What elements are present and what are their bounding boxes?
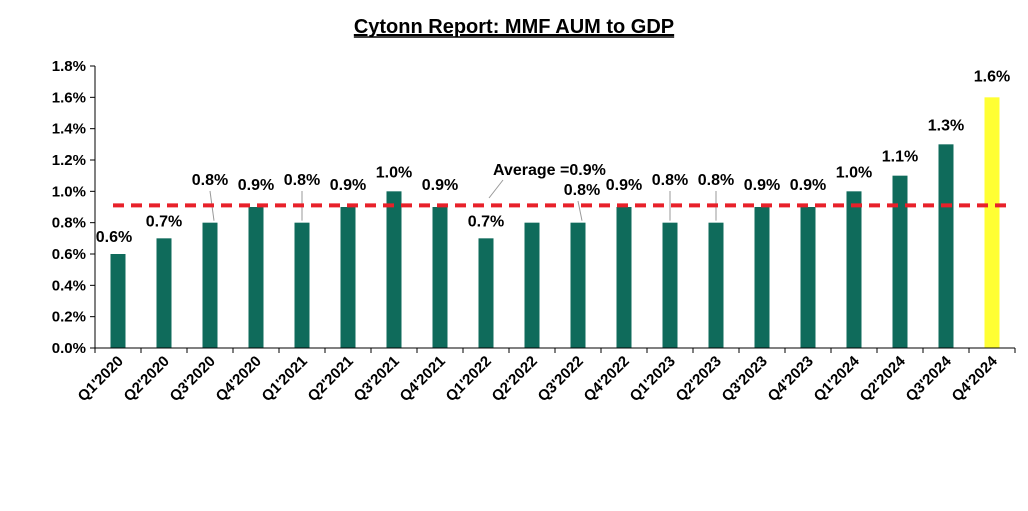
average-leader-line — [488, 179, 504, 199]
x-tick-label: Q4'2023 — [765, 353, 817, 405]
y-axis-ticks: 0.0% 0.2% 0.4% 0.6% 0.8% 1.0% 1.2% 1.4% 1.6% 1.8% — [52, 58, 95, 357]
data-label: 0.8% — [284, 172, 320, 189]
bar — [248, 207, 264, 348]
y-tick-label: 1.2% — [52, 152, 86, 169]
bar — [478, 238, 494, 348]
average-line-group: Average =0.9% — [113, 162, 1013, 208]
y-tick-label: 1.8% — [52, 58, 86, 75]
bar — [708, 222, 724, 348]
x-tick-label: Q1'2023 — [627, 353, 679, 405]
data-label: 0.9% — [422, 177, 458, 194]
bar — [340, 207, 356, 348]
average-label: Average =0.9% — [493, 162, 606, 179]
x-tick-label: Q2'2020 — [121, 353, 173, 405]
data-label: 0.9% — [238, 177, 274, 194]
data-label: 0.7% — [146, 213, 182, 230]
bars — [110, 97, 1000, 348]
data-label: 1.1% — [882, 149, 918, 166]
x-tick-label: Q4'2022 — [581, 353, 633, 405]
x-tick-label: Q2'2022 — [489, 353, 541, 405]
data-label: 0.9% — [744, 177, 780, 194]
chart-title: Cytonn Report: MMF AUM to GDP — [354, 16, 674, 38]
y-tick-label: 0.4% — [52, 277, 86, 294]
x-tick-label: Q1'2020 — [75, 353, 127, 405]
data-label: 1.6% — [974, 68, 1010, 85]
bar — [938, 144, 954, 348]
data-label: 0.8% — [192, 172, 228, 189]
data-label: 0.7% — [468, 213, 504, 230]
y-tick-label: 0.8% — [52, 215, 86, 232]
bar — [294, 222, 310, 348]
data-labels: 0.6% 0.7% 0.8% 0.9% 0.8% 0.9% 1.0% 0.9% 0.7% 0.8%… — [96, 68, 1010, 246]
data-label: 1.0% — [376, 164, 412, 181]
x-tick-label: Q1'2022 — [443, 353, 495, 405]
x-tick-label: Q4'2020 — [213, 353, 265, 405]
data-label: 1.0% — [836, 164, 872, 181]
x-tick-label: Q3'2023 — [719, 353, 771, 405]
x-tick-label: Q3'2021 — [351, 353, 403, 405]
label-leader-lines — [209, 190, 717, 221]
bar — [754, 207, 770, 348]
data-label: 0.8% — [652, 172, 688, 189]
x-axis-labels: Q1'2020Q2'2020Q3'2020Q4'2020Q1'2021Q2'20… — [75, 352, 1002, 405]
x-tick-label: Q3'2024 — [903, 352, 956, 405]
data-label: 0.8% — [564, 182, 600, 199]
bar — [570, 222, 586, 348]
bar — [662, 222, 678, 348]
y-tick-label: 0.6% — [52, 246, 86, 263]
bar — [386, 191, 402, 348]
bar — [984, 97, 1000, 348]
bar — [800, 207, 816, 348]
y-tick-label: 1.0% — [52, 183, 86, 200]
y-tick-label: 1.4% — [52, 121, 86, 138]
bar — [156, 238, 172, 348]
x-tick-label: Q4'2024 — [949, 352, 1002, 405]
axes — [94, 66, 1016, 353]
bar — [524, 222, 540, 348]
bar — [432, 207, 448, 348]
x-tick-label: Q4'2021 — [397, 353, 449, 405]
x-tick-label: Q3'2022 — [535, 353, 587, 405]
y-tick-label: 0.2% — [52, 309, 86, 326]
label-leader-line — [577, 200, 583, 221]
x-tick-label: Q2'2021 — [305, 353, 357, 405]
data-label: 1.3% — [928, 117, 964, 134]
x-tick-label: Q1'2024 — [811, 352, 864, 405]
x-tick-label: Q3'2020 — [167, 353, 219, 405]
x-tick-label: Q2'2024 — [857, 352, 910, 405]
bar — [202, 222, 218, 348]
x-tick-label: Q2'2023 — [673, 353, 725, 405]
bar — [846, 191, 862, 348]
data-label: 0.6% — [96, 229, 132, 246]
y-tick-label: 1.6% — [52, 89, 86, 106]
data-label: 0.9% — [606, 177, 642, 194]
data-label: 0.8% — [698, 172, 734, 189]
x-tick-label: Q1'2021 — [259, 353, 311, 405]
data-label: 0.9% — [790, 177, 826, 194]
bar — [110, 254, 126, 348]
data-label: 0.9% — [330, 177, 366, 194]
bar — [616, 207, 632, 348]
y-tick-label: 0.0% — [52, 340, 86, 357]
bar — [892, 175, 908, 348]
